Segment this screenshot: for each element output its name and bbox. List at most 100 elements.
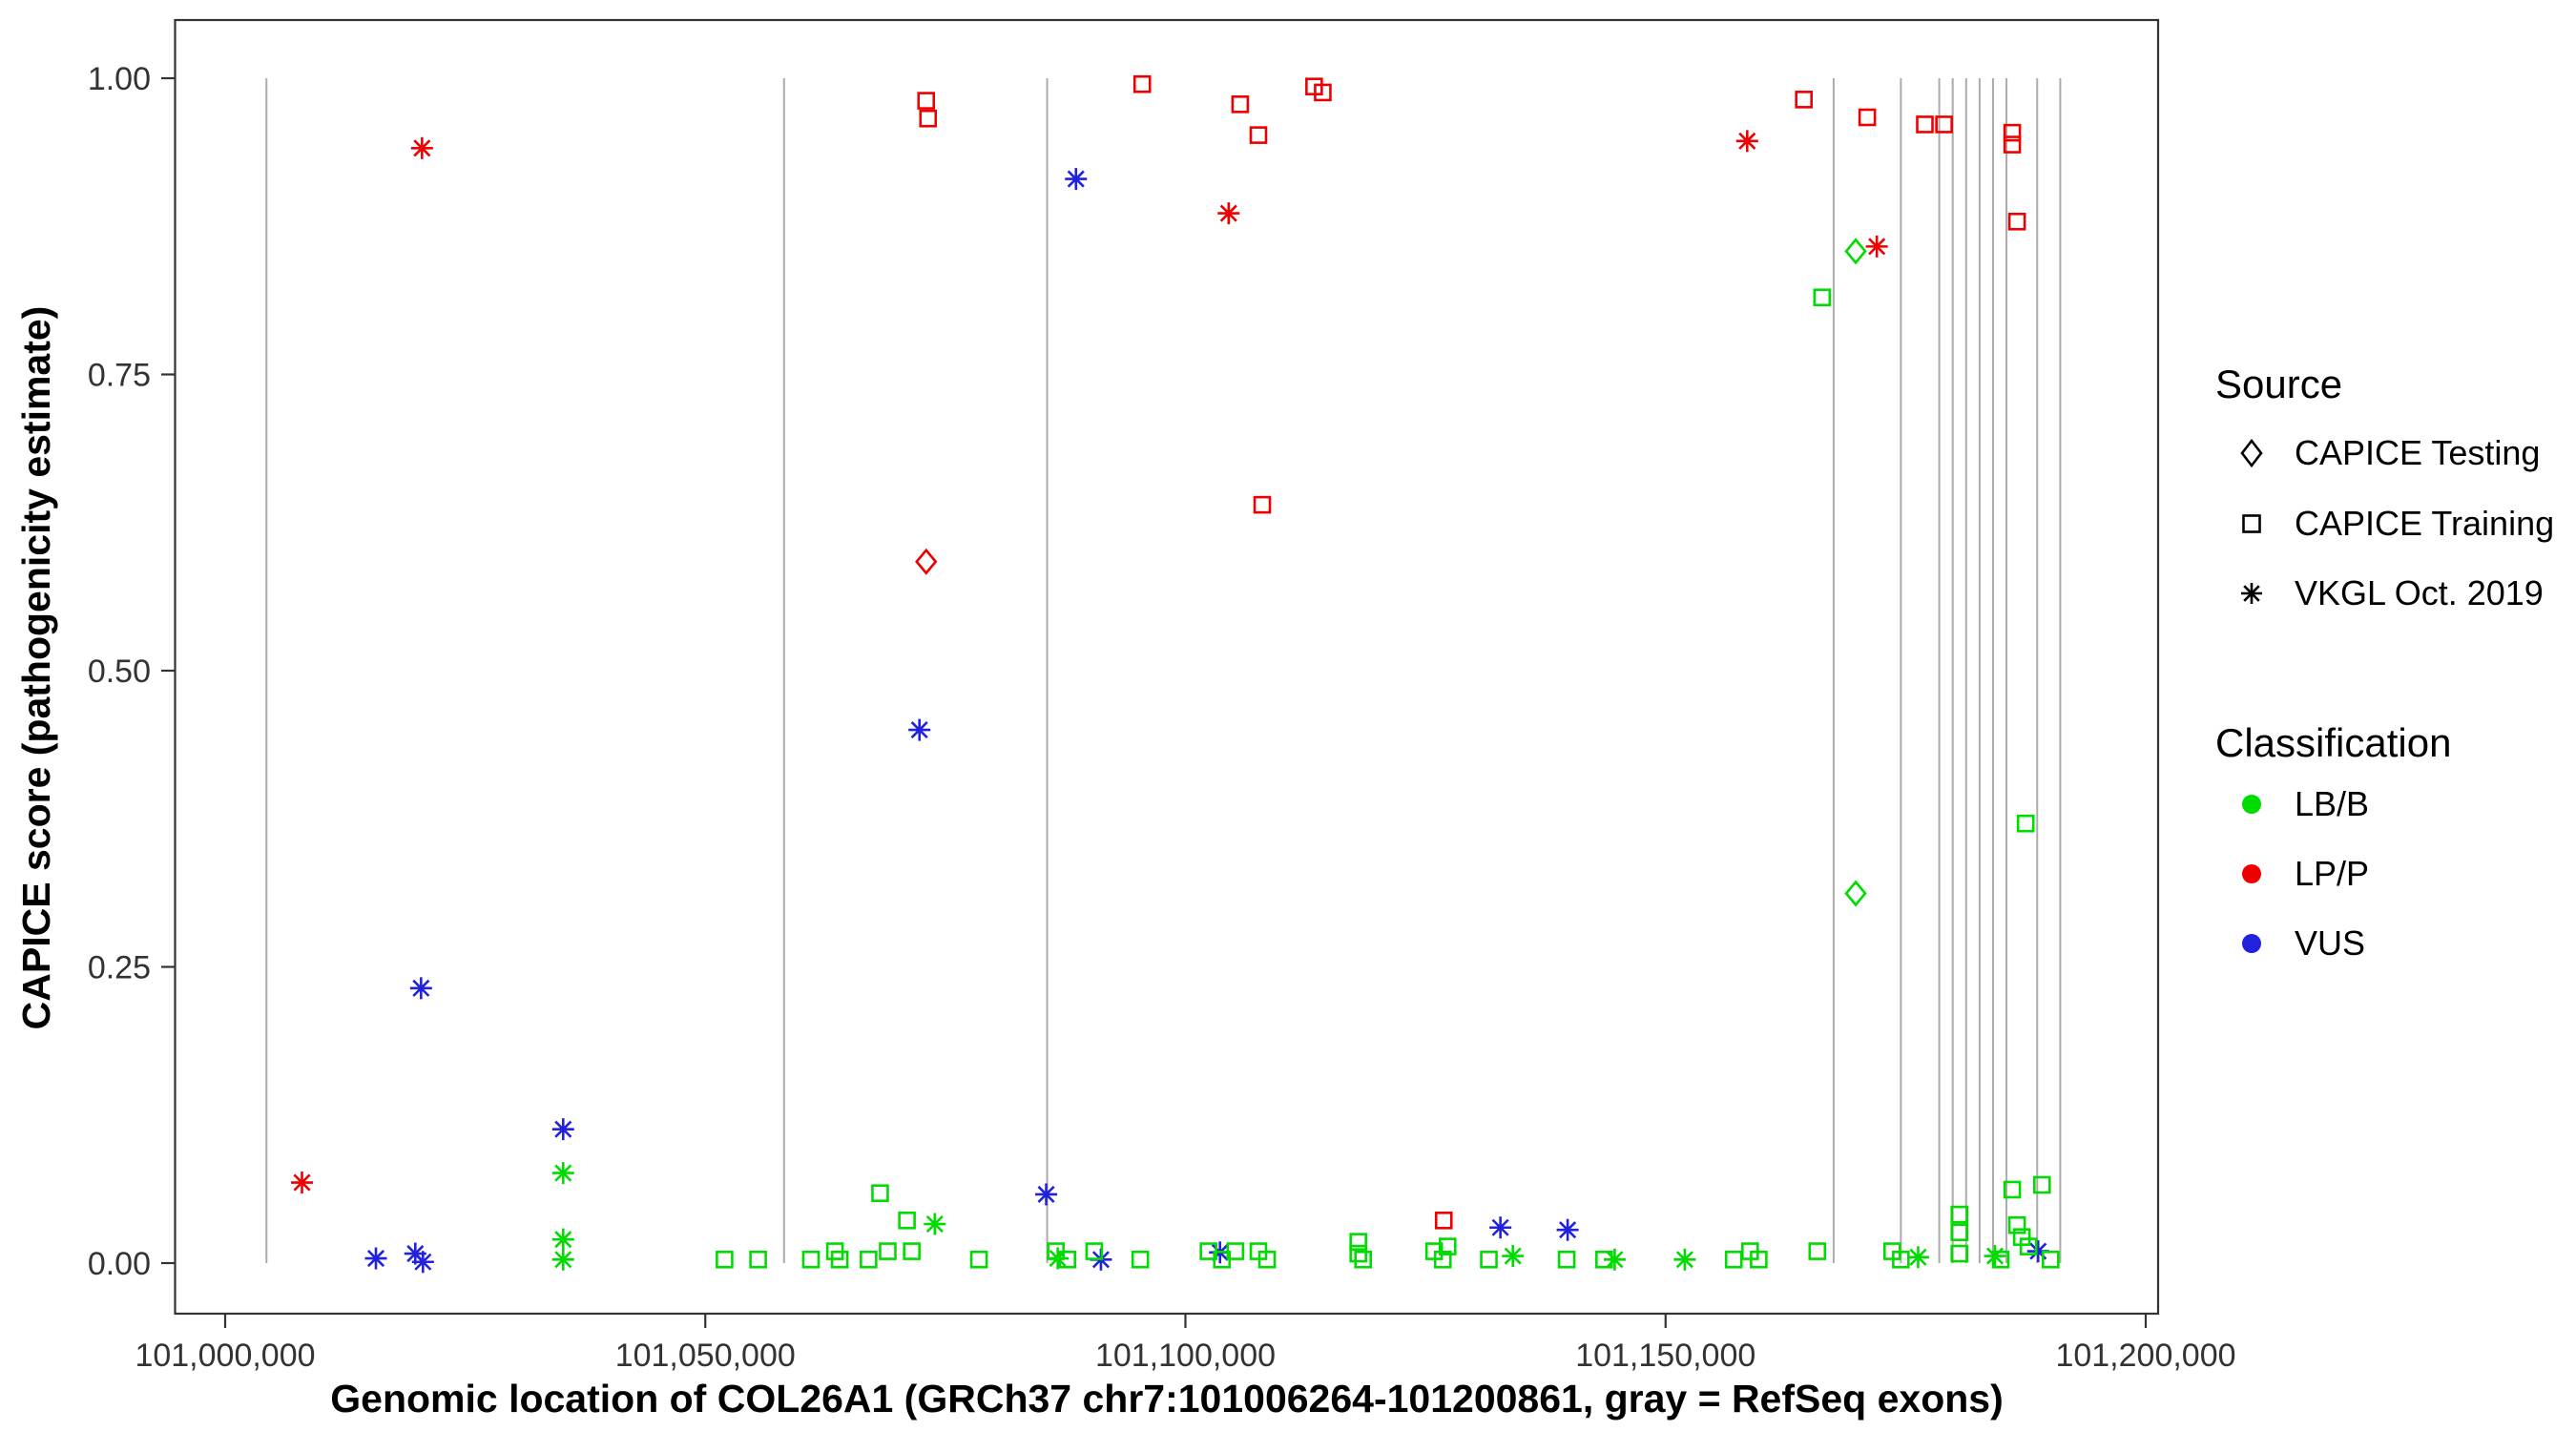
legend-source-title: Source [2215, 362, 2342, 406]
data-point-square [1349, 1244, 1367, 1263]
data-point-square [2003, 135, 2022, 154]
data-point-asterisk [1906, 1246, 1929, 1269]
data-point-asterisk [364, 1247, 387, 1270]
data-point-asterisk [1217, 202, 1240, 225]
data-point-asterisk [908, 718, 931, 741]
data-point-square [1480, 1250, 1498, 1269]
plot-panel-border [174, 18, 2160, 1316]
y-tick-label: 0.50 [88, 653, 151, 690]
data-point-asterisk [551, 1162, 574, 1185]
x-tick-label: 101,000,000 [135, 1338, 315, 1374]
data-point-square [1226, 1242, 1245, 1260]
data-point-square [879, 1242, 897, 1260]
data-point-square [1808, 1242, 1827, 1260]
lbb-color-dot [2242, 795, 2261, 814]
data-point-asterisk [1735, 130, 1758, 153]
vus-color-dot [2242, 934, 2261, 953]
data-point-asterisk [1865, 235, 1888, 258]
data-point-square [1433, 1250, 1452, 1269]
data-point-asterisk [1502, 1245, 1525, 1268]
data-point-square [1935, 115, 1953, 134]
data-point-asterisk [1984, 1245, 2006, 1268]
data-point-square [969, 1250, 988, 1269]
data-point-square [2007, 212, 2026, 231]
data-point-square [1231, 95, 1250, 114]
data-point-square [1892, 1250, 1910, 1269]
diamond-icon [2240, 438, 2263, 468]
data-point-square [2016, 814, 2035, 833]
data-point-square [1253, 495, 1272, 514]
data-point-asterisk [410, 136, 433, 159]
square-icon [2242, 514, 2261, 533]
data-point-square [917, 92, 936, 110]
x-tick-label: 101,200,000 [2055, 1338, 2235, 1374]
data-point-square [1795, 91, 1813, 109]
legend-source: Source CAPICE Testing CAPICE Training VK… [2215, 362, 2554, 612]
legend-item-capice-testing: CAPICE Testing [2240, 433, 2540, 472]
data-point-diamond [1844, 238, 1867, 265]
data-point-square [749, 1250, 767, 1269]
legend-item-label: LB/B [2295, 784, 2369, 823]
data-point-square [1750, 1250, 1768, 1269]
y-tick-label: 0.25 [88, 950, 151, 986]
legend-item-label: VUS [2295, 923, 2365, 963]
data-point-asterisk [1065, 168, 1088, 191]
data-point-asterisk [1035, 1183, 1058, 1206]
y-tick-label: 0.00 [88, 1246, 151, 1282]
data-point-asterisk [1556, 1218, 1579, 1241]
data-point-square [1950, 1244, 1969, 1263]
data-point-square [1354, 1250, 1373, 1269]
data-point-square [1257, 1250, 1277, 1269]
data-point-square [2032, 1175, 2051, 1194]
legend-item-vus: VUS [2242, 923, 2365, 963]
y-axis-ticks: 0.00 0.25 0.50 0.75 1.00 [88, 61, 175, 1282]
data-point-square [1132, 74, 1152, 93]
legend-item-label: CAPICE Testing [2295, 433, 2540, 472]
data-points-group [291, 74, 2060, 1274]
x-axis-ticks: 101,000,000 101,050,000 101,100,000 101,150… [135, 1315, 2236, 1374]
legend-item-label: LP/P [2295, 854, 2369, 893]
y-tick-label: 0.75 [88, 358, 151, 394]
data-point-square [1058, 1250, 1077, 1269]
x-tick-label: 101,150,000 [1575, 1338, 1755, 1374]
data-point-square [903, 1242, 921, 1260]
data-point-square [1813, 288, 1832, 307]
legend-item-capice-training: CAPICE Training [2242, 504, 2554, 543]
data-point-square [716, 1250, 734, 1269]
data-point-asterisk [1603, 1248, 1626, 1271]
data-point-square [801, 1250, 821, 1269]
data-point-square [2003, 123, 2022, 142]
data-point-asterisk [551, 1118, 574, 1141]
data-point-square [1858, 108, 1877, 127]
y-tick-label: 1.00 [88, 61, 151, 97]
data-point-square [1131, 1250, 1150, 1269]
y-axis-title: CAPICE score (pathogenicity estimate) [14, 306, 58, 1030]
lpp-color-dot [2242, 864, 2261, 883]
data-point-square [2042, 1250, 2060, 1269]
data-point-asterisk [551, 1228, 574, 1251]
legend-classification: Classification LB/B LP/P VUS [2215, 720, 2451, 963]
legend-item-label: CAPICE Training [2295, 504, 2554, 543]
data-point-square [1314, 83, 1332, 102]
data-point-asterisk [1673, 1248, 1696, 1271]
data-point-asterisk [411, 1251, 434, 1274]
data-point-square [919, 109, 938, 128]
data-point-diamond [1844, 880, 1867, 907]
data-point-asterisk [1489, 1216, 1512, 1239]
data-point-square [898, 1211, 916, 1230]
data-point-square [1950, 1223, 1969, 1242]
legend-classification-title: Classification [2215, 720, 2451, 765]
data-point-square [860, 1250, 878, 1269]
data-point-square [2019, 1237, 2038, 1255]
data-point-asterisk [409, 977, 432, 1000]
data-point-square [1595, 1250, 1613, 1269]
data-point-square [1438, 1237, 1457, 1255]
data-point-square [1916, 115, 1934, 134]
legend-item-lbb: LB/B [2242, 784, 2369, 823]
data-point-asterisk [291, 1172, 314, 1194]
legend-item-label: VKGL Oct. 2019 [2295, 573, 2544, 612]
exon-lines-group [265, 78, 2062, 1263]
